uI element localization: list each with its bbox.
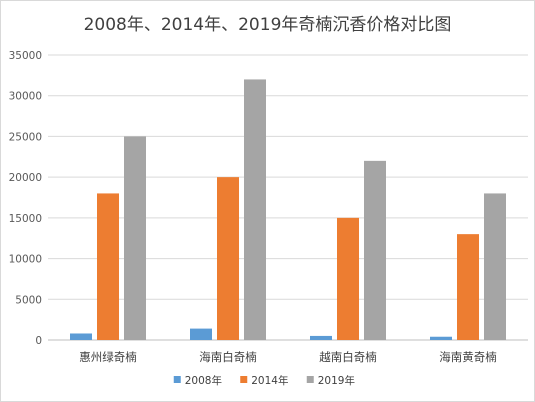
legend-swatch (173, 376, 181, 383)
y-tick-label: 0 (35, 335, 42, 347)
y-tick-label: 30000 (9, 91, 42, 103)
bar (337, 217, 359, 340)
bar (364, 160, 386, 340)
bar (484, 193, 506, 340)
bar (430, 336, 452, 340)
y-tick-label: 20000 (9, 172, 42, 184)
x-category-label: 越南白奇楠 (319, 350, 377, 364)
bar (217, 177, 239, 340)
legend-swatch (240, 376, 248, 383)
bar (190, 328, 212, 340)
bar (97, 193, 119, 340)
y-tick-label: 10000 (9, 254, 42, 266)
bar (310, 335, 332, 340)
y-tick-label: 35000 (9, 50, 42, 62)
legend-label: 2019年 (318, 374, 355, 387)
bar (244, 79, 266, 340)
bar (124, 136, 146, 340)
legend-swatch (306, 376, 314, 383)
chart-title: 2008年、2014年、2019年奇楠沉香价格对比图 (83, 15, 452, 35)
y-tick-label: 5000 (15, 294, 42, 306)
x-category-label: 惠州绿奇楠 (79, 350, 137, 364)
legend-label: 2008年 (185, 374, 222, 387)
y-tick-label: 15000 (9, 213, 42, 225)
x-category-label: 海南黄奇楠 (439, 350, 497, 364)
bar (70, 333, 92, 340)
x-category-label: 海南白奇楠 (199, 350, 257, 364)
legend-label: 2014年 (251, 374, 288, 387)
y-tick-label: 25000 (9, 131, 42, 143)
bar (457, 234, 479, 340)
